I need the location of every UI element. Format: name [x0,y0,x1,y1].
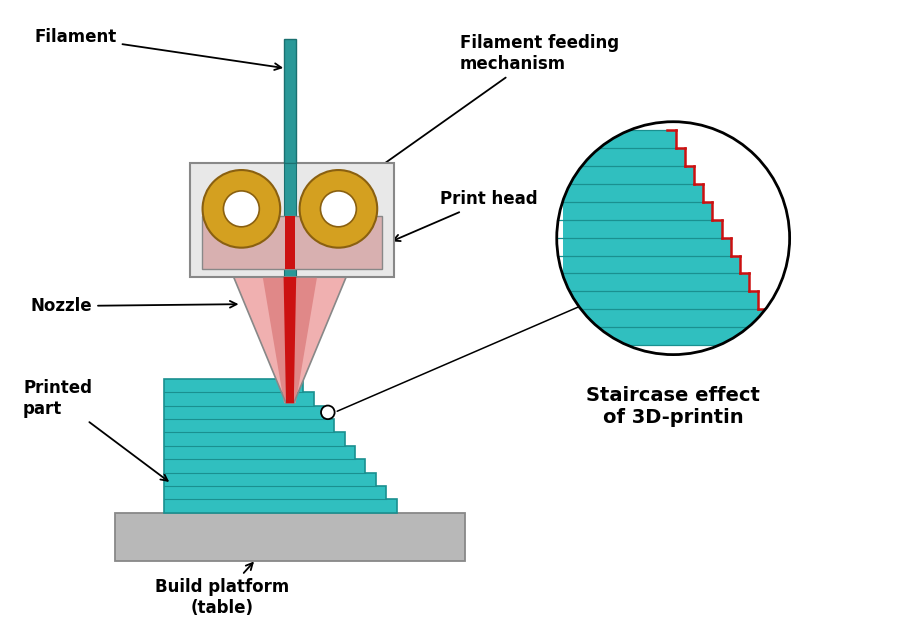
Text: Print head: Print head [393,191,538,241]
Text: Staircase effect
of 3D-printin: Staircase effect of 3D-printin [586,386,760,426]
Polygon shape [263,277,317,403]
Bar [284,163,296,277]
Polygon shape [284,277,296,403]
Polygon shape [164,379,397,513]
Text: Build platform
(table): Build platform (table) [155,563,289,617]
Polygon shape [562,130,776,345]
Circle shape [557,122,789,355]
Polygon shape [234,277,346,403]
Bar [284,216,295,269]
Text: Filament: Filament [35,28,282,70]
Circle shape [300,170,377,248]
Text: Printed
part: Printed part [23,379,167,481]
Bar [284,39,296,163]
Bar [115,513,464,561]
Circle shape [223,191,259,227]
Text: Nozzle: Nozzle [31,297,237,315]
Circle shape [202,170,280,248]
Bar [202,216,382,269]
Bar [190,163,393,277]
Text: Filament feeding
mechanism: Filament feeding mechanism [340,35,619,195]
Circle shape [321,405,335,419]
Bar [286,379,293,403]
Circle shape [320,191,356,227]
